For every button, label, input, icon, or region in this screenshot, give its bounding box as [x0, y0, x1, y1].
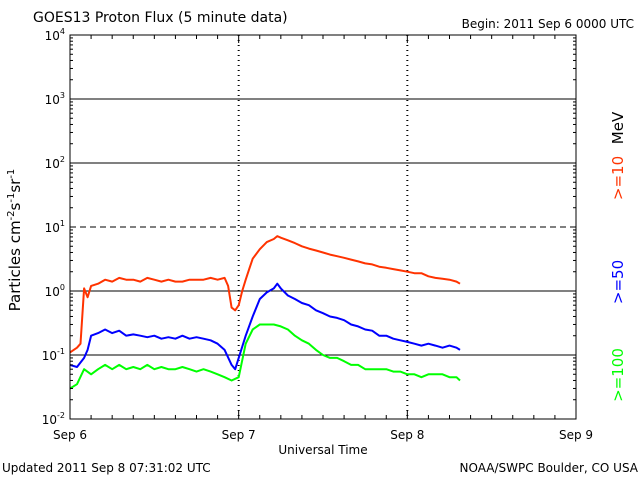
legend-item-3: >=100: [609, 348, 627, 402]
legend-item-1: >=10: [609, 156, 627, 200]
x-tick-label: Sep 8: [390, 428, 424, 442]
y-axis-label: Particles cm-2s-1sr-1: [6, 169, 24, 312]
series-line-1: [69, 235, 461, 354]
y-tick-label: 104: [45, 27, 65, 43]
y-tick-label: 102: [45, 155, 65, 171]
y-tick-label: 10-1: [42, 347, 65, 363]
y-tick-label: 103: [45, 91, 65, 107]
energy-unit-label: MeV: [609, 111, 627, 144]
x-tick-label: Sep 7: [222, 428, 256, 442]
credit-text: NOAA/SWPC Boulder, CO USA: [460, 461, 639, 475]
begin-time: Begin: 2011 Sep 6 0000 UTC: [462, 17, 634, 31]
updated-timestamp: Updated 2011 Sep 8 07:31:02 UTC: [2, 461, 211, 475]
chart-title: GOES13 Proton Flux (5 minute data): [33, 10, 288, 26]
series-lines: [69, 235, 461, 390]
x-tick-label: Sep 6: [53, 428, 87, 442]
series-line-2: [69, 282, 461, 371]
legend: >=10 >=50 >=100 MeV: [609, 111, 627, 402]
legend-item-2: >=50: [609, 260, 627, 304]
y-tick-label: 101: [45, 219, 65, 235]
series-line-3: [69, 323, 461, 390]
x-tick-label: Sep 9: [559, 428, 593, 442]
y-tick-label: 10-2: [42, 411, 65, 427]
x-axis-label: Universal Time: [278, 443, 367, 457]
y-tick-label: 100: [45, 283, 65, 299]
grid-lines: [70, 35, 576, 419]
